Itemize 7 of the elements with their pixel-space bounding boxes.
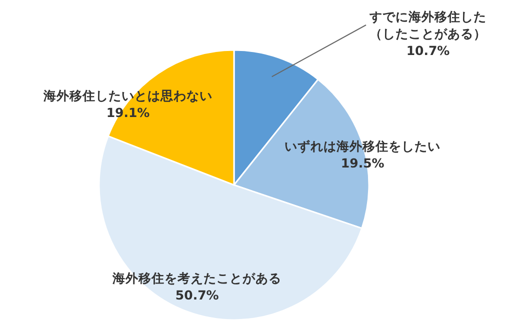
data-label: 10.7% — [406, 43, 450, 58]
slice-label: 海外移住を考えたことがある — [112, 270, 282, 286]
slice-label: 海外移住したいとは思わない — [42, 88, 213, 103]
slice-label: すでに海外移住した（したことがある） — [368, 9, 486, 41]
data-label: 19.5% — [340, 156, 385, 171]
slice-label: いずれは海外移住をしたい — [284, 138, 441, 154]
data-label: 50.7% — [175, 288, 220, 302]
